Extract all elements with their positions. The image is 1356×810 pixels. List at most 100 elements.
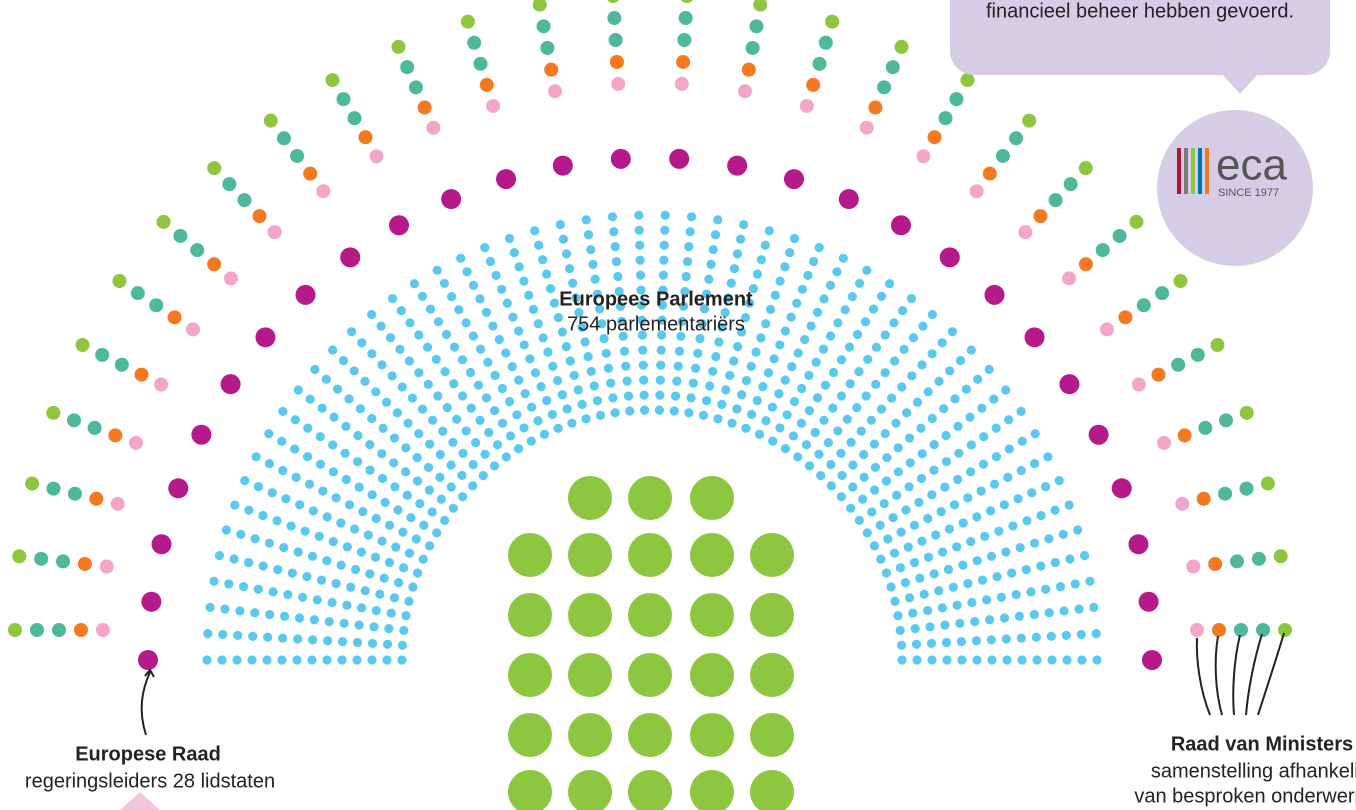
parliament-seat — [355, 404, 365, 414]
parliament-seat — [533, 319, 543, 329]
parliament-seat — [986, 635, 997, 645]
parliament-seat — [310, 364, 320, 375]
parliament-seat — [828, 403, 838, 413]
minister-seat — [190, 243, 205, 258]
parliament-seat — [382, 655, 392, 665]
parliament-seat — [961, 384, 971, 394]
parliament-seat — [491, 270, 501, 281]
parliament-seat — [446, 482, 456, 492]
parliament-seat — [380, 497, 390, 507]
parliament-seat — [398, 527, 408, 537]
parliament-seat — [891, 418, 901, 428]
parliament-seat — [346, 582, 356, 592]
parliament-seat — [597, 319, 607, 329]
parliament-seat — [230, 500, 240, 510]
minister-seat — [894, 39, 909, 54]
parliament-seat — [625, 406, 635, 416]
parliament-seat — [977, 403, 987, 413]
parliament-seat — [708, 244, 718, 255]
parliament-seat — [751, 347, 761, 357]
parliament-seat — [412, 476, 423, 486]
parliament-seat — [953, 421, 963, 431]
parliament-seat — [272, 516, 282, 526]
parliament-seat — [439, 278, 449, 289]
minister-seat — [1129, 214, 1144, 229]
parliament-seat — [377, 536, 387, 546]
parliament-seat — [941, 637, 952, 648]
parliament-seat — [1085, 576, 1095, 586]
parliament-seat — [957, 655, 967, 665]
parliament-seat — [1047, 655, 1057, 665]
minister-seat — [1171, 357, 1186, 372]
parliament-seat — [916, 473, 927, 484]
minister-seat — [417, 100, 432, 115]
parliament-seat — [461, 318, 471, 328]
parliament-seat — [826, 459, 836, 470]
minister-seat — [674, 76, 689, 91]
parliament-seat — [852, 403, 862, 413]
parliament-seat — [229, 554, 239, 564]
parliament-seat — [397, 640, 408, 650]
parliament-seat — [904, 593, 915, 603]
parliament-seat — [858, 494, 868, 504]
bubble-text: financieel beheer hebben gevoerd. — [986, 0, 1294, 22]
parliament-seat — [1062, 655, 1072, 665]
parliament-seat — [948, 582, 958, 592]
minister-seat — [753, 0, 768, 12]
parliament-seat — [862, 528, 872, 538]
commission-seat — [690, 533, 734, 577]
parliament-seat — [480, 449, 490, 459]
parliament-seat — [987, 655, 997, 665]
parliament-seat — [367, 349, 377, 359]
parliament-seat — [590, 274, 600, 284]
parliament-seat — [610, 408, 620, 418]
parliament-seat — [406, 513, 416, 523]
parliament-seat — [283, 589, 293, 600]
parliament-seat — [525, 354, 535, 364]
parliament-seat — [371, 387, 381, 397]
parliament-seat — [657, 315, 667, 325]
minister-seat — [237, 193, 252, 208]
parliament-seat — [903, 542, 913, 552]
parliament-seat — [1029, 538, 1040, 548]
parliament-seat — [458, 492, 468, 502]
parliament-seat — [389, 458, 399, 468]
minister-seat — [544, 62, 559, 77]
parliament-seat — [713, 215, 723, 225]
logo-text: eca — [1216, 141, 1287, 190]
parliament-seat — [978, 459, 989, 469]
minister-seat — [532, 0, 547, 12]
minister-seat — [263, 113, 278, 128]
parliament-seat — [1017, 655, 1027, 665]
parliament-seat — [844, 342, 855, 352]
parliament-seat — [684, 408, 694, 418]
parliament-seat — [481, 393, 492, 403]
minister-seat — [745, 40, 760, 55]
logo-circle — [1157, 110, 1313, 266]
parliament-seat — [836, 391, 847, 401]
parliament-seat — [818, 344, 828, 354]
parliament-seat — [322, 655, 332, 665]
parliament-seat — [870, 462, 881, 473]
minister-seat — [55, 554, 70, 569]
parliament-title: Europees Parlement — [559, 288, 753, 310]
parliament-seat — [610, 242, 620, 252]
parliament-seat — [238, 581, 249, 592]
parliament-seat — [273, 564, 283, 575]
parliament-seat — [1002, 655, 1012, 665]
parliament-seat — [489, 461, 500, 471]
parliament-seat — [986, 506, 996, 516]
parliament-seat — [752, 395, 762, 406]
parliament-seat — [966, 537, 976, 547]
parliament-seat — [963, 579, 973, 589]
parliament-seat — [403, 418, 413, 428]
parliament-seat — [723, 293, 733, 303]
parliament-seat — [568, 278, 578, 288]
parliament-seat — [685, 227, 695, 237]
parliament-seat — [695, 333, 705, 344]
parliament-seat — [1091, 629, 1101, 639]
parliament-seat — [501, 348, 511, 358]
minister-seat — [467, 35, 482, 50]
parliament-seat — [660, 210, 670, 220]
council-seat — [669, 148, 690, 169]
